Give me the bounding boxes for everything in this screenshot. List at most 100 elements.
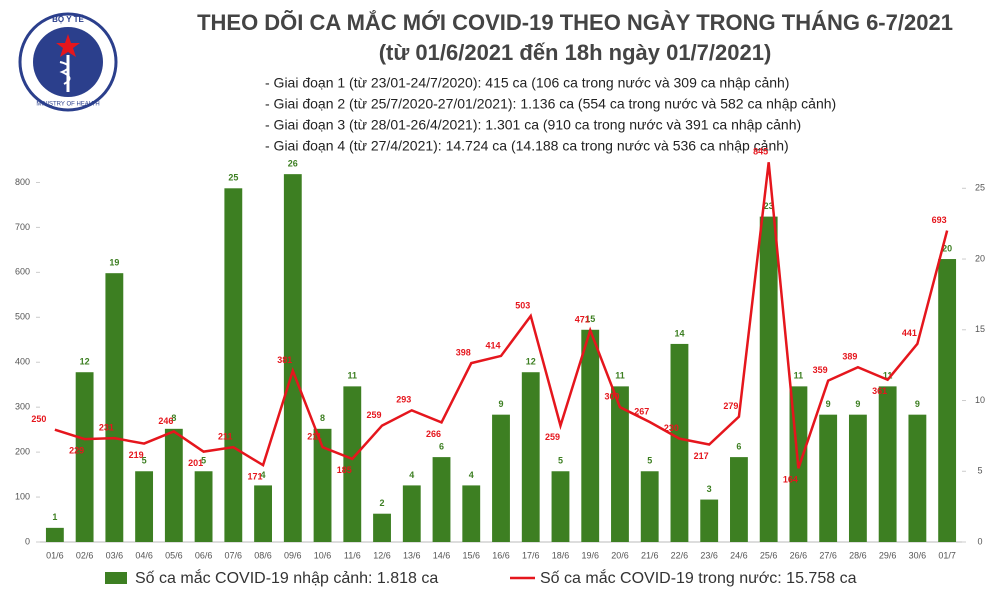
- line-label: 211: [218, 432, 233, 442]
- line-label: 231: [99, 423, 114, 433]
- bar: [164, 428, 183, 542]
- x-tick-label: 11/6: [344, 550, 361, 560]
- bar: [581, 329, 600, 542]
- x-tick-label: 01/7: [938, 550, 956, 560]
- bar-label: 23: [764, 201, 774, 211]
- bar: [670, 343, 689, 542]
- bar: [521, 372, 540, 542]
- line-label: 219: [129, 450, 144, 460]
- line-label: 693: [932, 215, 947, 225]
- bar: [283, 174, 302, 543]
- x-tick-label: 29/6: [879, 550, 897, 560]
- line: [54, 162, 949, 469]
- annotation: - Giai đoạn 3 (từ 28/01-26/4/2021): 1.30…: [265, 117, 801, 133]
- annotation: - Giai đoạn 1 (từ 23/01-24/7/2020): 415 …: [265, 75, 789, 91]
- line-label: 185: [337, 465, 352, 475]
- bar-label: 6: [439, 441, 444, 451]
- line-label: 259: [367, 410, 382, 420]
- line-label: 845: [753, 147, 768, 157]
- x-tick-label: 30/6: [909, 550, 927, 560]
- bar-label: 3: [707, 484, 712, 494]
- bar: [878, 386, 897, 542]
- x-tick-label: 24/6: [730, 550, 748, 560]
- bar-label: 6: [736, 441, 741, 451]
- line-label: 171: [248, 472, 263, 482]
- bar: [700, 499, 719, 542]
- line-label: 359: [813, 365, 828, 375]
- chart-title: THEO DÕI CA MẮC MỚI COVID-19 THEO NGÀY T…: [197, 10, 953, 35]
- bar-label: 12: [80, 357, 90, 367]
- bar: [343, 386, 362, 542]
- bar-label: 8: [171, 413, 176, 423]
- line-label: 229: [69, 445, 84, 455]
- y-tick-label: 700: [15, 222, 30, 232]
- x-tick-label: 18/6: [552, 550, 570, 560]
- y2-tick-label: 5: [977, 466, 982, 476]
- line-label: 389: [842, 352, 857, 362]
- line-label: 267: [634, 406, 649, 416]
- logo-top: BỘ Y TẾ: [52, 14, 84, 24]
- y-tick-label: 800: [15, 177, 30, 187]
- bar: [254, 485, 272, 542]
- x-tick-label: 20/6: [611, 550, 629, 560]
- y2-tick-label: 10: [975, 395, 985, 405]
- line-label: 398: [456, 348, 471, 358]
- bar-label: 9: [498, 399, 503, 409]
- y-tick-label: 100: [15, 491, 30, 501]
- logo: BỘ Y TẾ MINISTRY OF HEALTH: [18, 12, 118, 112]
- x-tick-label: 27/6: [819, 550, 837, 560]
- bar-label: 26: [288, 159, 298, 169]
- line-label: 164: [783, 475, 798, 485]
- x-tick-label: 19/6: [581, 550, 599, 560]
- legend-label: Số ca mắc COVID-19 trong nước: 15.758 ca: [540, 568, 857, 587]
- bar-label: 8: [320, 413, 325, 423]
- bar: [194, 471, 213, 542]
- x-tick-label: 06/6: [195, 550, 213, 560]
- bar: [402, 485, 421, 542]
- line-label: 441: [902, 328, 917, 338]
- y-tick-label: 200: [15, 446, 30, 456]
- bar-label: 4: [261, 470, 266, 480]
- line-label: 279: [723, 401, 738, 411]
- line-label: 250: [31, 414, 46, 424]
- x-tick-label: 07/6: [225, 550, 243, 560]
- x-tick-label: 13/6: [403, 550, 421, 560]
- bar: [313, 428, 332, 542]
- x-tick-label: 28/6: [849, 550, 867, 560]
- line-label: 300: [604, 392, 619, 402]
- bar: [640, 471, 659, 542]
- bar-label: 11: [348, 371, 358, 381]
- bar: [759, 216, 778, 542]
- y2-tick-label: 0: [977, 536, 982, 546]
- y-tick-label: 500: [15, 312, 30, 322]
- logo-bottom: MINISTRY OF HEALTH: [36, 102, 99, 108]
- bar-label: 12: [526, 357, 536, 367]
- bar: [551, 471, 570, 542]
- bar-label: 11: [794, 371, 804, 381]
- x-tick-label: 25/6: [760, 550, 778, 560]
- line-label: 217: [694, 451, 709, 461]
- bar: [224, 188, 243, 542]
- x-tick-label: 09/6: [284, 550, 302, 560]
- bar-label: 5: [201, 456, 206, 466]
- x-tick-label: 14/6: [433, 550, 451, 560]
- bar-label: 19: [109, 258, 119, 268]
- y-tick-label: 0: [25, 536, 30, 546]
- y2-tick-label: 20: [975, 253, 985, 263]
- bar-label: 11: [883, 371, 893, 381]
- chart-subtitle: (từ 01/6/2021 đến 18h ngày 01/7/2021): [379, 40, 772, 65]
- line-label: 266: [426, 429, 441, 439]
- bar-label: 5: [647, 456, 652, 466]
- bar-label: 9: [826, 399, 831, 409]
- bar-label: 11: [615, 371, 625, 381]
- bar: [938, 259, 957, 542]
- line-label: 381: [277, 355, 292, 365]
- legend-swatch: [105, 572, 127, 584]
- line-label: 503: [515, 300, 530, 310]
- line-label: 259: [545, 432, 560, 442]
- bar: [432, 457, 451, 542]
- bar-label: 15: [585, 314, 595, 324]
- legend-label: Số ca mắc COVID-19 nhập cảnh: 1.818 ca: [135, 568, 438, 587]
- bar-label: 5: [558, 456, 563, 466]
